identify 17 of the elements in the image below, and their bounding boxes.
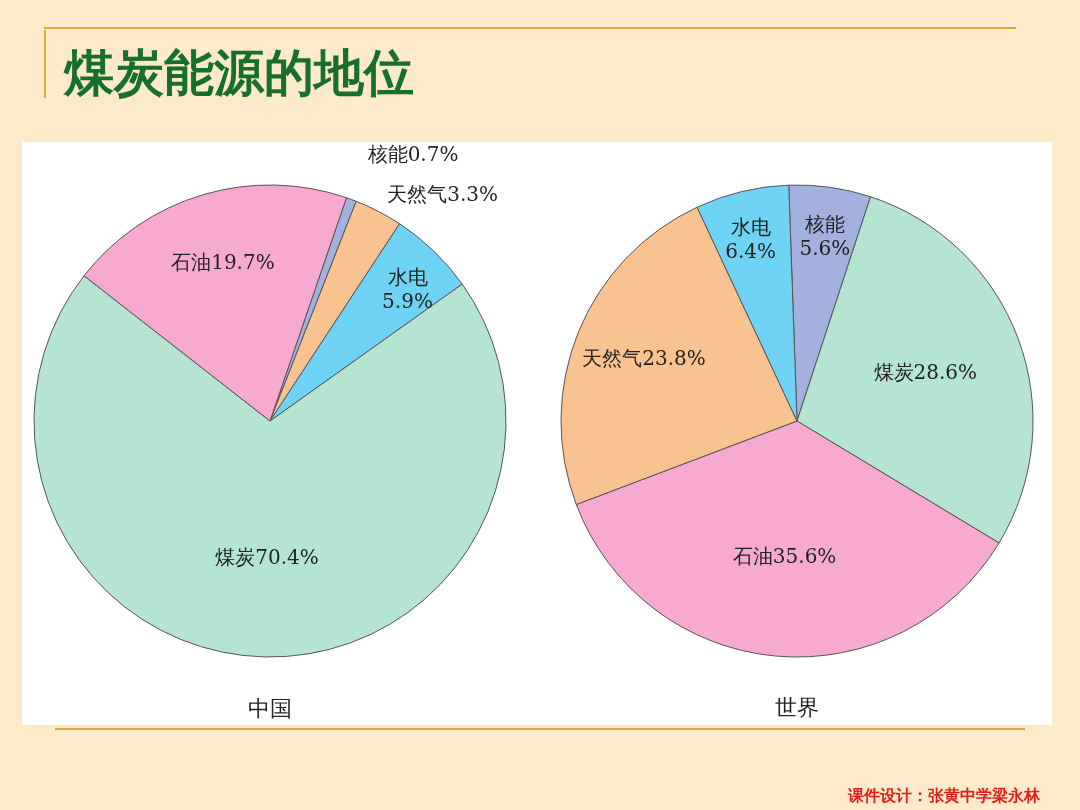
text: 课件设计：张黄中学梁永林: [848, 786, 1040, 807]
slice-label: 水电: [730, 215, 771, 240]
chart-title: 煤炭能源的地位: [64, 42, 414, 104]
text: 世界: [775, 694, 819, 720]
data-label: 5.6%: [799, 235, 851, 260]
slice-label: 煤炭70.4%: [215, 544, 319, 569]
text: 中国: [248, 695, 292, 721]
slice-label: 核能0.7%: [366, 142, 459, 167]
slice-label: 天然气3.3%: [387, 181, 498, 206]
slice-label: 水电: [387, 265, 428, 290]
slice-label: 石油35.6%: [732, 544, 837, 569]
slice-label: 煤炭28.6%: [873, 360, 978, 385]
data-label: 6.4%: [725, 239, 777, 264]
slice-label: 天然气23.8%: [582, 345, 706, 370]
data-label: 5.9%: [382, 289, 433, 314]
slice-label: 核能: [803, 211, 845, 236]
slice-label: 石油19.7%: [171, 249, 275, 274]
